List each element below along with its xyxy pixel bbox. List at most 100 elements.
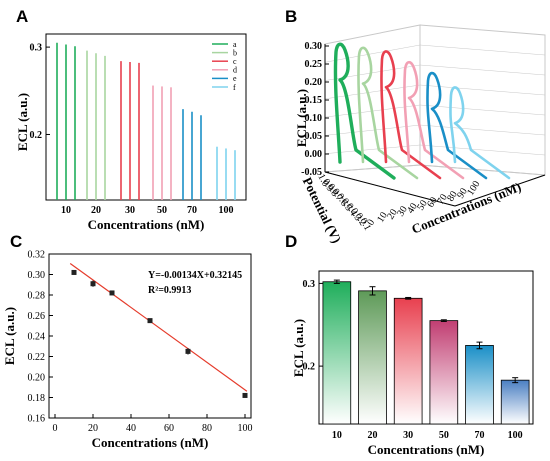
panel-a-legend-label-b: b (233, 48, 237, 57)
panel-d-ylabel: ECL (a.u.) (291, 319, 306, 377)
panel-d-chart: ECL (a.u.) Concentrations (nM) 0.2 0.3 10 2… (291, 270, 534, 457)
panel-d-bar (358, 290, 387, 425)
panel-d-ytick-label: 0.2 (303, 362, 316, 373)
panel-c-ytick-label: 0.26 (28, 311, 46, 322)
panel-c-ytick-label: 0.22 (28, 352, 46, 363)
panel-b-curve-a (333, 42, 396, 180)
panel-c-ytick-label: 0.28 (28, 291, 46, 302)
panel-b-ztick-label: 10 (375, 210, 390, 224)
panel-a-legend-label-a: a (233, 40, 237, 49)
panel-label-c: C (10, 232, 22, 251)
panel-d-xtick-label: 70 (475, 430, 485, 441)
panel-b-xtick-label: 0.4 (343, 202, 359, 218)
panel-d-xtick-label: 30 (403, 430, 413, 441)
panel-b-xtick-label: 0.2 (353, 211, 369, 227)
panel-b-ytick-label: 0.00 (305, 149, 323, 160)
panel-b-ztick-label: 30 (395, 204, 410, 218)
panel-b-xtick-label: 0.6 (334, 192, 350, 208)
panel-d-bar (393, 297, 423, 425)
panel-b-ztick-label: 40 (405, 201, 420, 215)
panel-b-xtick-label: 0.5 (339, 197, 355, 213)
panel-c-ylabel: ECL (a.u.) (2, 307, 17, 365)
panel-a-legend-label-f: f (233, 83, 236, 92)
panel-c-point (90, 281, 96, 287)
panel-b-ztick-label: 90 (455, 186, 470, 200)
panel-b-gridline (419, 144, 546, 156)
panel-c-ytick-label: 0.24 (28, 332, 46, 343)
panel-a-xtick-label: 20 (91, 205, 101, 216)
panel-b-ztick-label: 80 (445, 189, 460, 203)
panel-c-chart: ECL (a.u.) Concentrations (nM) Y=-0.0013… (2, 250, 253, 451)
panel-a-ytick-label: 0.2 (30, 130, 43, 141)
panel-c-xtick-label: 0 (53, 423, 58, 434)
panel-b-gridline (419, 84, 546, 96)
panel-b-gridline (419, 104, 546, 116)
panel-c-ytick-label: 0.20 (28, 373, 46, 384)
panel-c-ytick-label: 0.32 (28, 250, 46, 261)
panel-a-legend-label-d: d (233, 66, 237, 75)
panel-b-curve-f (449, 86, 511, 180)
panel-c-xlabel: Concentrations (nM) (92, 435, 209, 450)
panel-a-xtick-label: 50 (157, 205, 167, 216)
panel-b-ztick-label: 60 (425, 195, 440, 209)
panel-b-ztick-label: 50 (415, 198, 430, 212)
panel-b-xaxis-far (454, 174, 546, 207)
panel-b-ztick-label: 70 (435, 192, 450, 206)
panel-b-ytick-label: 0.15 (305, 95, 323, 106)
panel-b-ytick-label: -0.05 (301, 167, 322, 178)
panel-d-xtick-label: 10 (332, 430, 342, 441)
panel-c-xtick-label: 100 (238, 423, 253, 434)
panel-b-xtick-label: 0.1 (357, 216, 373, 232)
panel-c-point (242, 392, 248, 398)
panel-b-xtick-label: 0.8 (325, 182, 341, 198)
panel-b-ytick-label: 0.25 (305, 59, 323, 70)
panel-c-xtick-label: 80 (202, 423, 212, 434)
panel-d-xtick-label: 50 (439, 430, 449, 441)
panel-a-chart: ECL (a.u.) Concentrations (nM) 0.2 0.3 10 2… (15, 33, 247, 232)
panel-b-ytick-label: 0.05 (305, 131, 323, 142)
panel-c-ytick-label: 0.18 (28, 393, 46, 404)
panel-b-ytick-label: 0.30 (305, 41, 323, 52)
panel-d-xlabel: Concentrations (nM) (368, 442, 485, 457)
panel-c-xtick-label: 60 (164, 423, 174, 434)
panel-d-bar (500, 379, 530, 425)
panel-c-point (185, 348, 191, 354)
panel-b-curve-d (403, 60, 465, 180)
panel-a-ytick-label: 0.3 (30, 43, 43, 54)
panel-b-xtick-label: 0.9 (320, 177, 336, 193)
panel-label-b: B (285, 7, 297, 26)
panel-d-bar (465, 345, 494, 425)
panel-b-xtick-label: 0.3 (348, 206, 364, 222)
panel-label-d: D (285, 232, 297, 251)
panel-b-ztick-label: 20 (385, 207, 400, 221)
panel-a-frame (45, 33, 247, 201)
panel-b-xtick-label: 1.0 (315, 172, 331, 188)
panel-b-curve-b (357, 46, 419, 180)
panel-b-chart: 0.300.250.200.150.100.050.00-0.051.00.90… (294, 24, 546, 245)
panel-b-ylabel: ECL (a.u.) (294, 89, 309, 147)
panel-d-frame (318, 270, 534, 425)
panel-d-xtick-label: 100 (508, 430, 523, 441)
panel-label-a: A (16, 7, 28, 26)
panel-d-bar (429, 320, 459, 425)
panel-c-point (147, 318, 153, 324)
panel-c-equation: Y=-0.00134X+0.32145 (148, 270, 242, 281)
panel-a-legend-label-e: e (233, 74, 237, 83)
panel-d-xtick-label: 20 (368, 430, 378, 441)
panel-a-xtick-label: 10 (61, 205, 71, 216)
panel-c-xtick-label: 20 (88, 423, 98, 434)
panel-b-xtick-label: 0.7 (329, 187, 345, 203)
panel-b-zaxis (324, 171, 456, 207)
panel-c-r2: R²=0.9913 (148, 285, 191, 296)
panel-b-gridline (419, 64, 546, 76)
panel-a-xtick-label: 100 (219, 205, 234, 216)
panel-d-bar (322, 281, 352, 425)
panel-b-ytick-label: 0.20 (305, 77, 323, 88)
panel-a-xtick-label: 30 (125, 205, 135, 216)
panel-c-point (71, 269, 77, 275)
panel-a-legend-label-c: c (233, 57, 237, 66)
panel-b-gridline (324, 44, 421, 63)
panel-b-gridline (419, 124, 546, 136)
panel-b-gridline (419, 44, 546, 56)
